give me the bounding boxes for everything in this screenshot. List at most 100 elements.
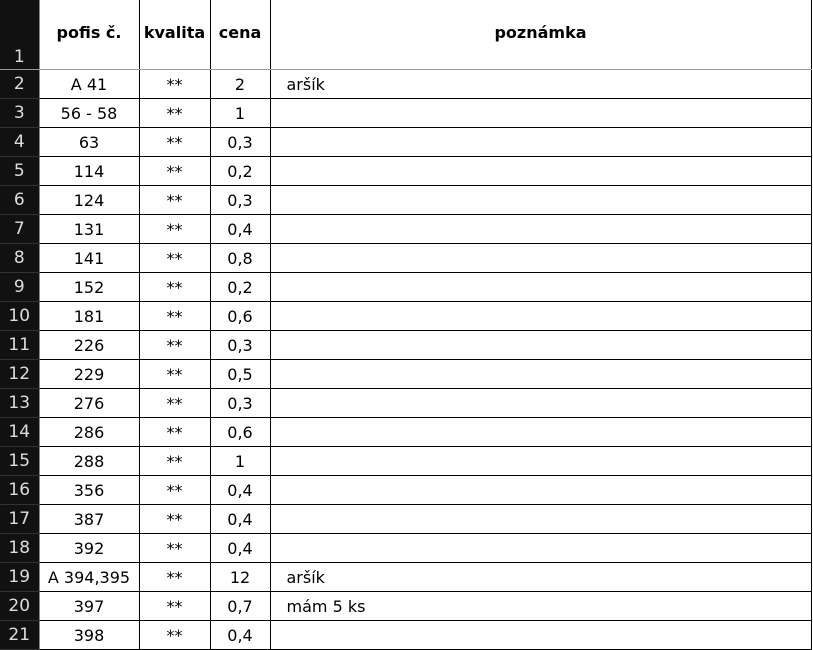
- row-header[interactable]: 1: [0, 0, 40, 70]
- row-header[interactable]: 14: [0, 417, 40, 447]
- cell-poznamka[interactable]: aršík: [270, 69, 812, 99]
- cell-pofis[interactable]: 63: [39, 127, 140, 157]
- cell-kvalita[interactable]: **: [139, 504, 211, 534]
- cell-kvalita[interactable]: **: [139, 243, 211, 273]
- row-header[interactable]: 15: [0, 446, 40, 476]
- cell-kvalita[interactable]: **: [139, 446, 211, 476]
- cell-poznamka[interactable]: [270, 98, 812, 128]
- cell-cena[interactable]: 2: [210, 69, 271, 99]
- cell-cena[interactable]: 0,8: [210, 243, 271, 273]
- header-cena[interactable]: cena: [210, 0, 271, 70]
- cell-pofis[interactable]: A 394,395: [39, 562, 140, 592]
- cell-kvalita[interactable]: **: [139, 98, 211, 128]
- cell-kvalita[interactable]: **: [139, 301, 211, 331]
- cell-kvalita[interactable]: **: [139, 591, 211, 621]
- cell-pofis[interactable]: 131: [39, 214, 140, 244]
- cell-poznamka[interactable]: [270, 504, 812, 534]
- cell-poznamka[interactable]: [270, 330, 812, 360]
- cell-cena[interactable]: 0,4: [210, 475, 271, 505]
- row-header[interactable]: 10: [0, 301, 40, 331]
- cell-cena[interactable]: 0,5: [210, 359, 271, 389]
- cell-cena[interactable]: 1: [210, 98, 271, 128]
- cell-pofis[interactable]: 392: [39, 533, 140, 563]
- header-pofis[interactable]: pofis č.: [39, 0, 140, 70]
- header-poznamka[interactable]: poznámka: [270, 0, 812, 70]
- cell-pofis[interactable]: 124: [39, 185, 140, 215]
- cell-poznamka[interactable]: [270, 620, 812, 650]
- row-header[interactable]: 19: [0, 562, 40, 592]
- cell-kvalita[interactable]: **: [139, 330, 211, 360]
- row-header[interactable]: 5: [0, 156, 40, 186]
- cell-kvalita[interactable]: **: [139, 620, 211, 650]
- cell-poznamka[interactable]: [270, 156, 812, 186]
- row-header[interactable]: 20: [0, 591, 40, 621]
- cell-cena[interactable]: 0,6: [210, 301, 271, 331]
- cell-kvalita[interactable]: **: [139, 533, 211, 563]
- row-header[interactable]: 4: [0, 127, 40, 157]
- cell-cena[interactable]: 1: [210, 446, 271, 476]
- cell-cena[interactable]: 0,2: [210, 156, 271, 186]
- row-header[interactable]: 7: [0, 214, 40, 244]
- cell-pofis[interactable]: 226: [39, 330, 140, 360]
- cell-kvalita[interactable]: **: [139, 562, 211, 592]
- cell-poznamka[interactable]: mám 5 ks: [270, 591, 812, 621]
- cell-poznamka[interactable]: [270, 359, 812, 389]
- cell-poznamka[interactable]: [270, 417, 812, 447]
- cell-kvalita[interactable]: **: [139, 127, 211, 157]
- row-header[interactable]: 8: [0, 243, 40, 273]
- cell-poznamka[interactable]: [270, 243, 812, 273]
- cell-pofis[interactable]: A 41: [39, 69, 140, 99]
- row-header[interactable]: 17: [0, 504, 40, 534]
- cell-kvalita[interactable]: **: [139, 475, 211, 505]
- cell-cena[interactable]: 12: [210, 562, 271, 592]
- row-header[interactable]: 2: [0, 69, 40, 99]
- cell-pofis[interactable]: 398: [39, 620, 140, 650]
- cell-kvalita[interactable]: **: [139, 156, 211, 186]
- cell-kvalita[interactable]: **: [139, 272, 211, 302]
- row-header[interactable]: 21: [0, 620, 40, 650]
- cell-pofis[interactable]: 152: [39, 272, 140, 302]
- row-header[interactable]: 13: [0, 388, 40, 418]
- cell-kvalita[interactable]: **: [139, 185, 211, 215]
- cell-cena[interactable]: 0,7: [210, 591, 271, 621]
- row-header[interactable]: 6: [0, 185, 40, 215]
- cell-cena[interactable]: 0,4: [210, 533, 271, 563]
- cell-cena[interactable]: 0,6: [210, 417, 271, 447]
- cell-poznamka[interactable]: [270, 446, 812, 476]
- cell-pofis[interactable]: 276: [39, 388, 140, 418]
- cell-kvalita[interactable]: **: [139, 388, 211, 418]
- cell-pofis[interactable]: 387: [39, 504, 140, 534]
- cell-poznamka[interactable]: [270, 272, 812, 302]
- cell-pofis[interactable]: 286: [39, 417, 140, 447]
- cell-poznamka[interactable]: [270, 301, 812, 331]
- cell-pofis[interactable]: 56 - 58: [39, 98, 140, 128]
- cell-poznamka[interactable]: [270, 127, 812, 157]
- cell-cena[interactable]: 0,4: [210, 214, 271, 244]
- row-header[interactable]: 18: [0, 533, 40, 563]
- cell-poznamka[interactable]: [270, 475, 812, 505]
- cell-poznamka[interactable]: [270, 185, 812, 215]
- cell-poznamka[interactable]: aršík: [270, 562, 812, 592]
- row-header[interactable]: 3: [0, 98, 40, 128]
- cell-cena[interactable]: 0,3: [210, 330, 271, 360]
- row-header[interactable]: 12: [0, 359, 40, 389]
- cell-pofis[interactable]: 141: [39, 243, 140, 273]
- cell-pofis[interactable]: 181: [39, 301, 140, 331]
- cell-kvalita[interactable]: **: [139, 69, 211, 99]
- cell-pofis[interactable]: 397: [39, 591, 140, 621]
- cell-cena[interactable]: 0,3: [210, 388, 271, 418]
- cell-cena[interactable]: 0,4: [210, 620, 271, 650]
- cell-poznamka[interactable]: [270, 214, 812, 244]
- header-kvalita[interactable]: kvalita: [139, 0, 211, 70]
- cell-pofis[interactable]: 288: [39, 446, 140, 476]
- cell-pofis[interactable]: 114: [39, 156, 140, 186]
- cell-kvalita[interactable]: **: [139, 417, 211, 447]
- row-header[interactable]: 9: [0, 272, 40, 302]
- cell-cena[interactable]: 0,2: [210, 272, 271, 302]
- cell-poznamka[interactable]: [270, 533, 812, 563]
- cell-cena[interactable]: 0,3: [210, 127, 271, 157]
- cell-cena[interactable]: 0,3: [210, 185, 271, 215]
- cell-cena[interactable]: 0,4: [210, 504, 271, 534]
- cell-pofis[interactable]: 356: [39, 475, 140, 505]
- row-header[interactable]: 16: [0, 475, 40, 505]
